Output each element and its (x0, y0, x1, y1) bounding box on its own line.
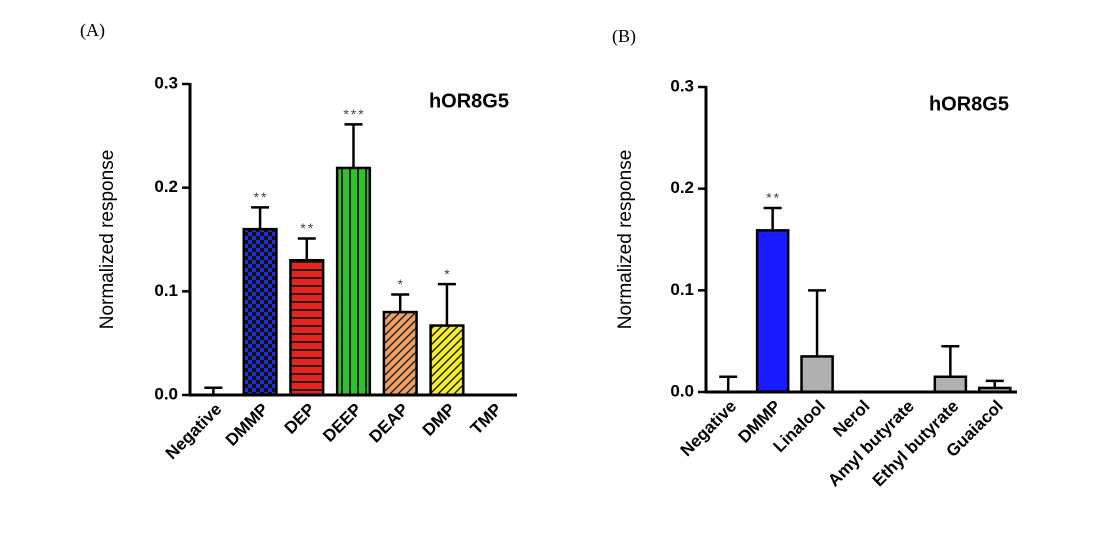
significance: *** (343, 106, 365, 122)
x-tick-label: DEEP (319, 400, 365, 446)
significance: ** (254, 189, 269, 205)
x-tick-label: DMMP (222, 400, 272, 450)
significance: * (444, 266, 451, 282)
panel-label: (B) (612, 26, 636, 47)
y-axis-label: Normalized response (97, 150, 118, 330)
x-tick-label: DMP (419, 400, 459, 440)
bar (382, 310, 418, 397)
x-tick-label: Negative (677, 397, 741, 461)
y-tick-label: 0.1 (670, 280, 694, 299)
x-tick-label: DEAP (365, 400, 412, 447)
y-tick-label: 0.2 (670, 178, 694, 197)
annotation: hOR8G5 (429, 90, 509, 112)
x-tick-label: DEP (281, 400, 319, 438)
significance: ** (300, 220, 315, 236)
y-tick-label: 0.2 (154, 177, 178, 196)
bar (933, 375, 968, 394)
x-tick-label: Negative (162, 400, 226, 464)
significance: ** (766, 190, 781, 206)
bar (429, 324, 465, 397)
bar (242, 227, 278, 397)
bar (335, 166, 372, 397)
y-tick-label: 0.3 (670, 76, 694, 95)
x-tick-label: TMP (467, 400, 506, 439)
annotation: hOR8G5 (929, 93, 1009, 115)
bar (289, 258, 325, 397)
bar (800, 355, 834, 394)
y-tick-label: 0.0 (670, 381, 694, 400)
significance: * (397, 276, 404, 292)
y-tick-label: 0.0 (154, 384, 178, 403)
y-tick-label: 0.3 (154, 73, 178, 92)
y-axis-label: Normalized response (615, 150, 636, 330)
bar (755, 229, 790, 394)
y-tick-label: 0.1 (154, 281, 178, 300)
panel-label: (A) (80, 20, 105, 41)
